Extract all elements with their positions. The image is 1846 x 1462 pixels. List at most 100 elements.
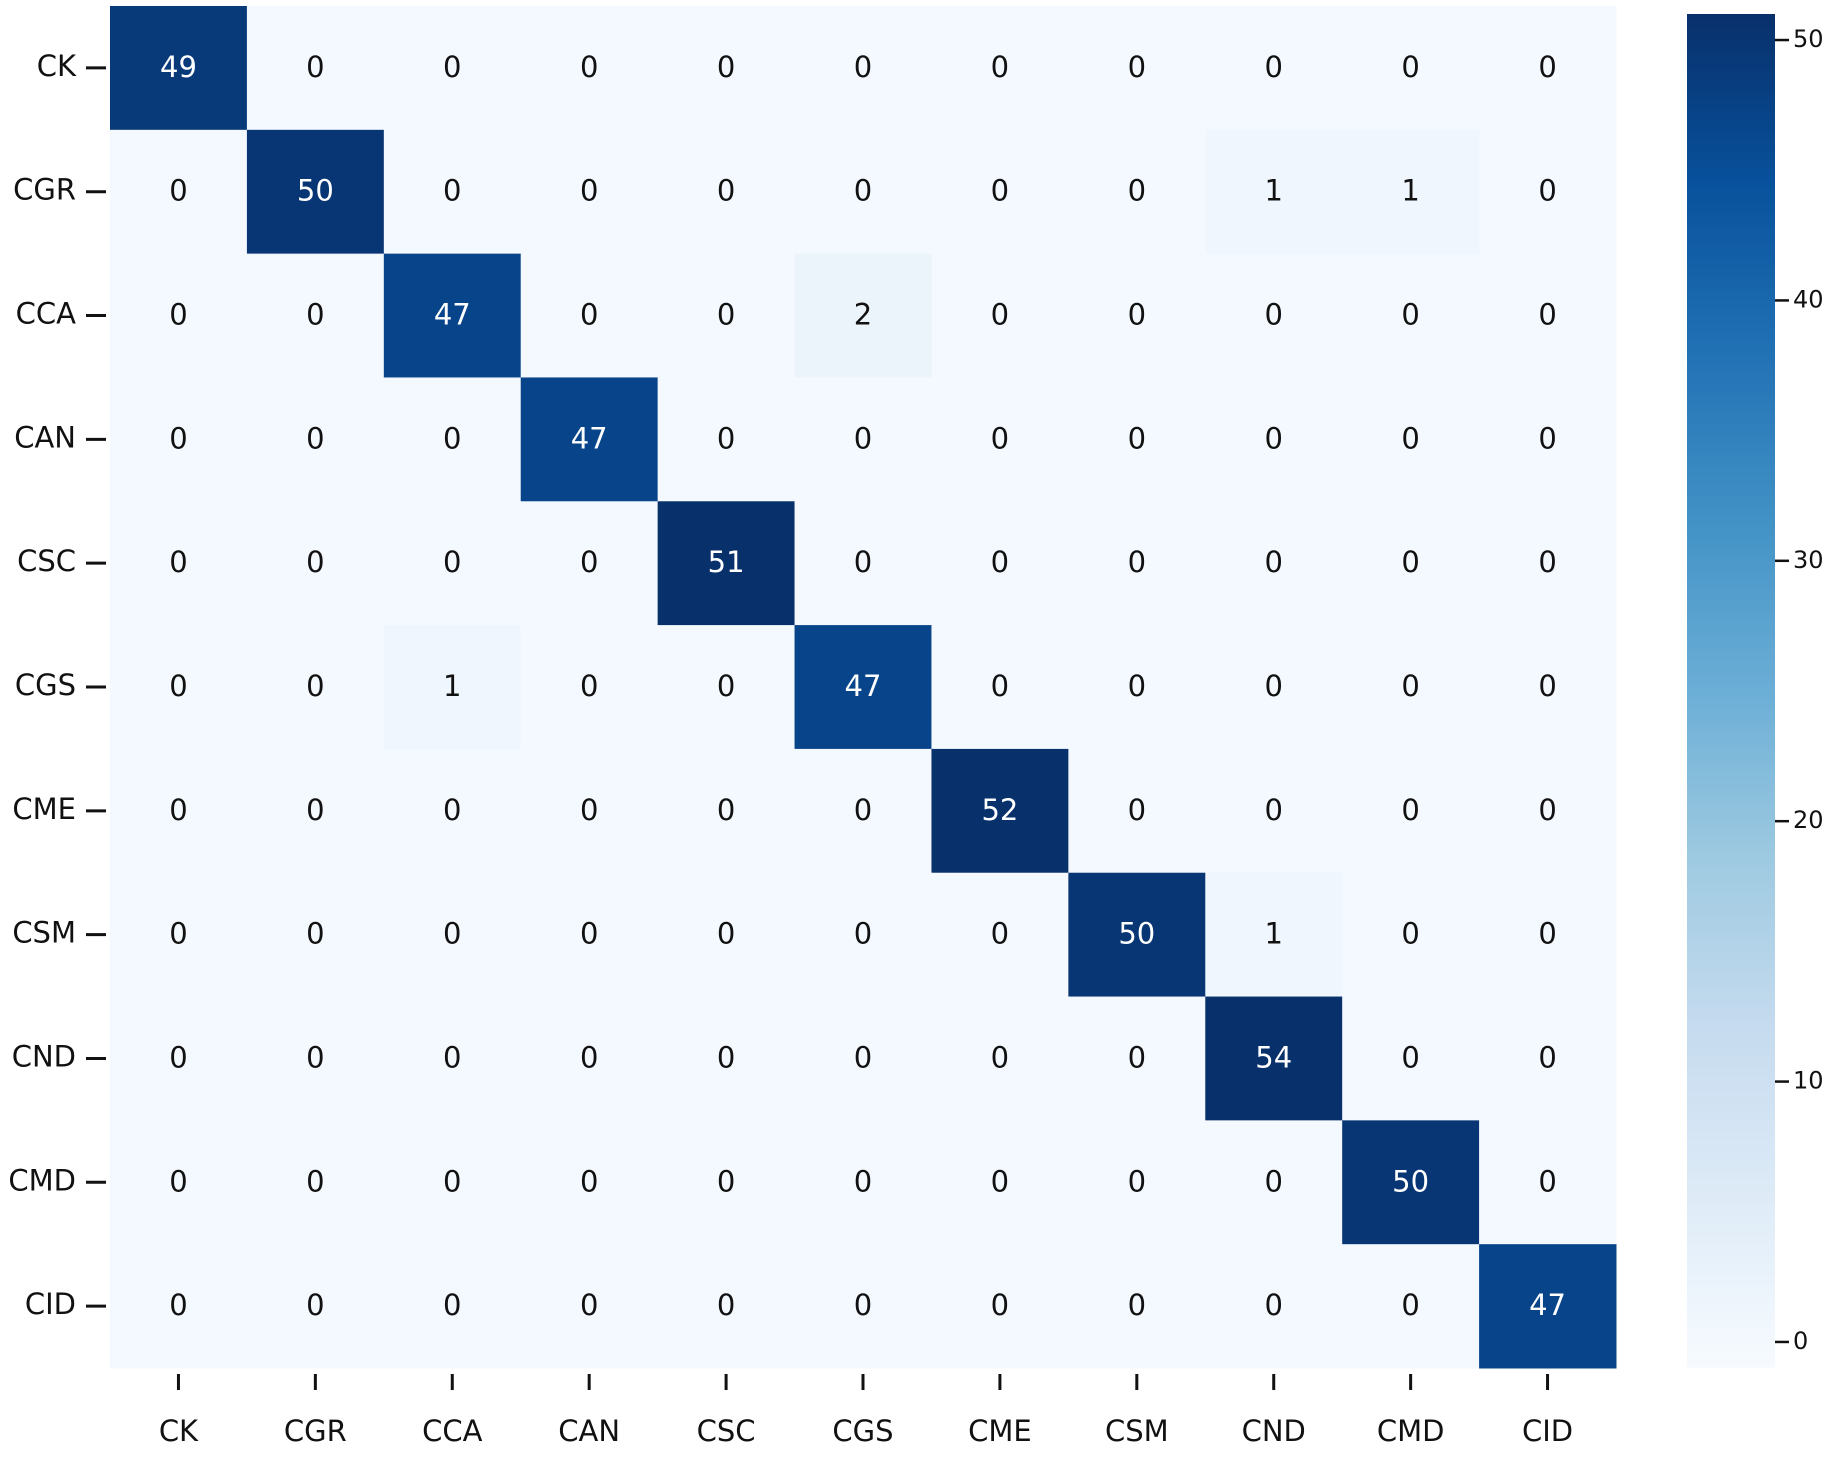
cell (1068, 377, 1206, 502)
colorbar-tick-label: 40 (1793, 285, 1824, 313)
cell (657, 129, 796, 255)
y-tick-label: CSM (12, 916, 76, 950)
cell-label: 0 (306, 545, 324, 579)
cell (110, 748, 248, 874)
colorbar-tick-label: 30 (1793, 546, 1824, 574)
cell-label: 0 (1265, 1288, 1283, 1322)
cell (931, 253, 1069, 378)
cell (1342, 377, 1480, 502)
cell (1479, 872, 1617, 998)
cell (520, 872, 659, 998)
cell (246, 6, 385, 131)
x-tick-label: CSM (1105, 1414, 1169, 1448)
cell (1342, 625, 1480, 750)
cell (1068, 1120, 1206, 1245)
cell-label: 0 (306, 1288, 324, 1322)
cell-label: 0 (991, 1040, 1009, 1074)
cell (794, 1120, 932, 1245)
cell-label: 0 (306, 1040, 324, 1074)
cell (1205, 501, 1343, 626)
cell-label: 0 (991, 174, 1009, 208)
cell (110, 6, 248, 131)
cell (1342, 1120, 1480, 1245)
y-tick-label: CND (12, 1039, 76, 1073)
cell-label: 0 (169, 917, 187, 951)
cell-label: 0 (991, 298, 1009, 332)
colorbar-tick-label: 10 (1793, 1067, 1824, 1095)
cell (657, 748, 796, 874)
cell-label: 1 (443, 669, 461, 703)
cell-label: 0 (1538, 793, 1556, 827)
cell (1068, 253, 1206, 378)
cell-label: 0 (717, 1040, 735, 1074)
cell (520, 1120, 659, 1245)
x-tick-label: CGS (832, 1414, 893, 1448)
cell-label: 0 (443, 50, 461, 84)
cell-label: 0 (854, 917, 872, 951)
cell-label: 0 (169, 545, 187, 579)
cell (1205, 1244, 1343, 1369)
cell (383, 996, 522, 1121)
cell (657, 625, 796, 750)
cell-label: 1 (1265, 174, 1283, 208)
cell-label: 0 (991, 917, 1009, 951)
cell-label: 0 (306, 793, 324, 827)
y-tick-label: CSC (17, 544, 76, 578)
cell (246, 996, 385, 1121)
cell (1068, 625, 1206, 750)
cell (794, 253, 932, 378)
cell-label: 47 (434, 298, 471, 332)
cell (1342, 253, 1480, 378)
cell-label: 0 (1265, 669, 1283, 703)
cell-label: 0 (169, 174, 187, 208)
cell-label: 0 (443, 917, 461, 951)
y-tick-label: CCA (16, 297, 76, 331)
cell-label: 0 (1401, 793, 1419, 827)
cell (657, 501, 796, 626)
cell-label: 0 (1401, 1040, 1419, 1074)
cell-label: 0 (580, 545, 598, 579)
cell (1342, 748, 1480, 874)
cell-label: 0 (1265, 545, 1283, 579)
cell-label: 0 (991, 545, 1009, 579)
cell-label: 0 (443, 1040, 461, 1074)
cell-label: 0 (306, 917, 324, 951)
cell-label: 0 (169, 1164, 187, 1198)
cell (1479, 748, 1617, 874)
cell-label: 0 (1401, 1288, 1419, 1322)
cell-label: 0 (717, 298, 735, 332)
cell-label: 0 (991, 669, 1009, 703)
cell (383, 377, 522, 502)
colorbar (1687, 14, 1775, 1368)
cell-label: 0 (443, 793, 461, 827)
cell (657, 377, 796, 502)
cell-label: 0 (306, 298, 324, 332)
cell (383, 6, 522, 131)
cell-label: 0 (854, 174, 872, 208)
cell-label: 0 (169, 1288, 187, 1322)
cell (246, 1120, 385, 1245)
cell (931, 377, 1069, 502)
cell-label: 0 (1128, 1164, 1146, 1198)
cell (1479, 501, 1617, 626)
cell (1479, 377, 1617, 502)
cell-label: 0 (580, 1288, 598, 1322)
cell (246, 129, 385, 255)
cell (931, 625, 1069, 750)
colorbar-tick-label: 20 (1793, 806, 1824, 834)
cell (657, 872, 796, 998)
cell (794, 625, 932, 750)
cell (383, 625, 522, 750)
cell-label: 0 (169, 421, 187, 455)
cell-label: 0 (306, 421, 324, 455)
cell-label: 0 (580, 1164, 598, 1198)
y-tick-label: CME (12, 792, 76, 826)
cell (520, 748, 659, 874)
cell-label: 0 (1401, 545, 1419, 579)
cell-label: 0 (169, 669, 187, 703)
cell-label: 51 (708, 545, 745, 579)
cell-label: 0 (580, 669, 598, 703)
cell-label: 1 (1265, 917, 1283, 951)
cell (520, 129, 659, 255)
